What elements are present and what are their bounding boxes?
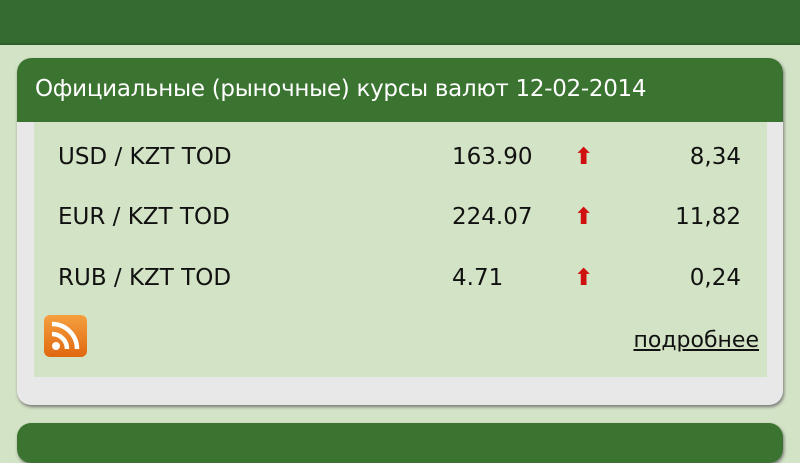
- arrow-up-icon: ⬆: [574, 265, 594, 291]
- rates-list: USD / KZT TOD 163.90 ⬆ 8,34 EUR / KZT TO…: [34, 122, 767, 377]
- rate-value: 4.71: [452, 265, 504, 291]
- next-card-header: [17, 423, 783, 463]
- top-bar: [0, 0, 800, 45]
- card-title: Официальные (рыночные) курсы валют 12-02…: [17, 58, 783, 122]
- arrow-up-icon: ⬆: [574, 204, 594, 230]
- rate-row-eur: EUR / KZT TOD 224.07 ⬆ 11,82: [34, 198, 767, 238]
- rate-change: 0,24: [689, 265, 741, 291]
- rss-icon[interactable]: [44, 315, 87, 357]
- exchange-rates-card: Официальные (рыночные) курсы валют 12-02…: [17, 58, 783, 405]
- arrow-up-icon: ⬆: [574, 144, 594, 170]
- more-details-link[interactable]: подробнее: [633, 328, 759, 353]
- currency-pair: RUB / KZT TOD: [58, 265, 232, 291]
- rate-change: 8,34: [689, 144, 741, 170]
- currency-pair: EUR / KZT TOD: [58, 204, 230, 230]
- rate-value: 163.90: [452, 144, 533, 170]
- rate-value: 224.07: [452, 204, 533, 230]
- rate-row-rub: RUB / KZT TOD 4.71 ⬆ 0,24: [34, 259, 767, 299]
- rate-change: 11,82: [675, 204, 741, 230]
- rate-row-usd: USD / KZT TOD 163.90 ⬆ 8,34: [34, 138, 767, 178]
- currency-pair: USD / KZT TOD: [58, 144, 232, 170]
